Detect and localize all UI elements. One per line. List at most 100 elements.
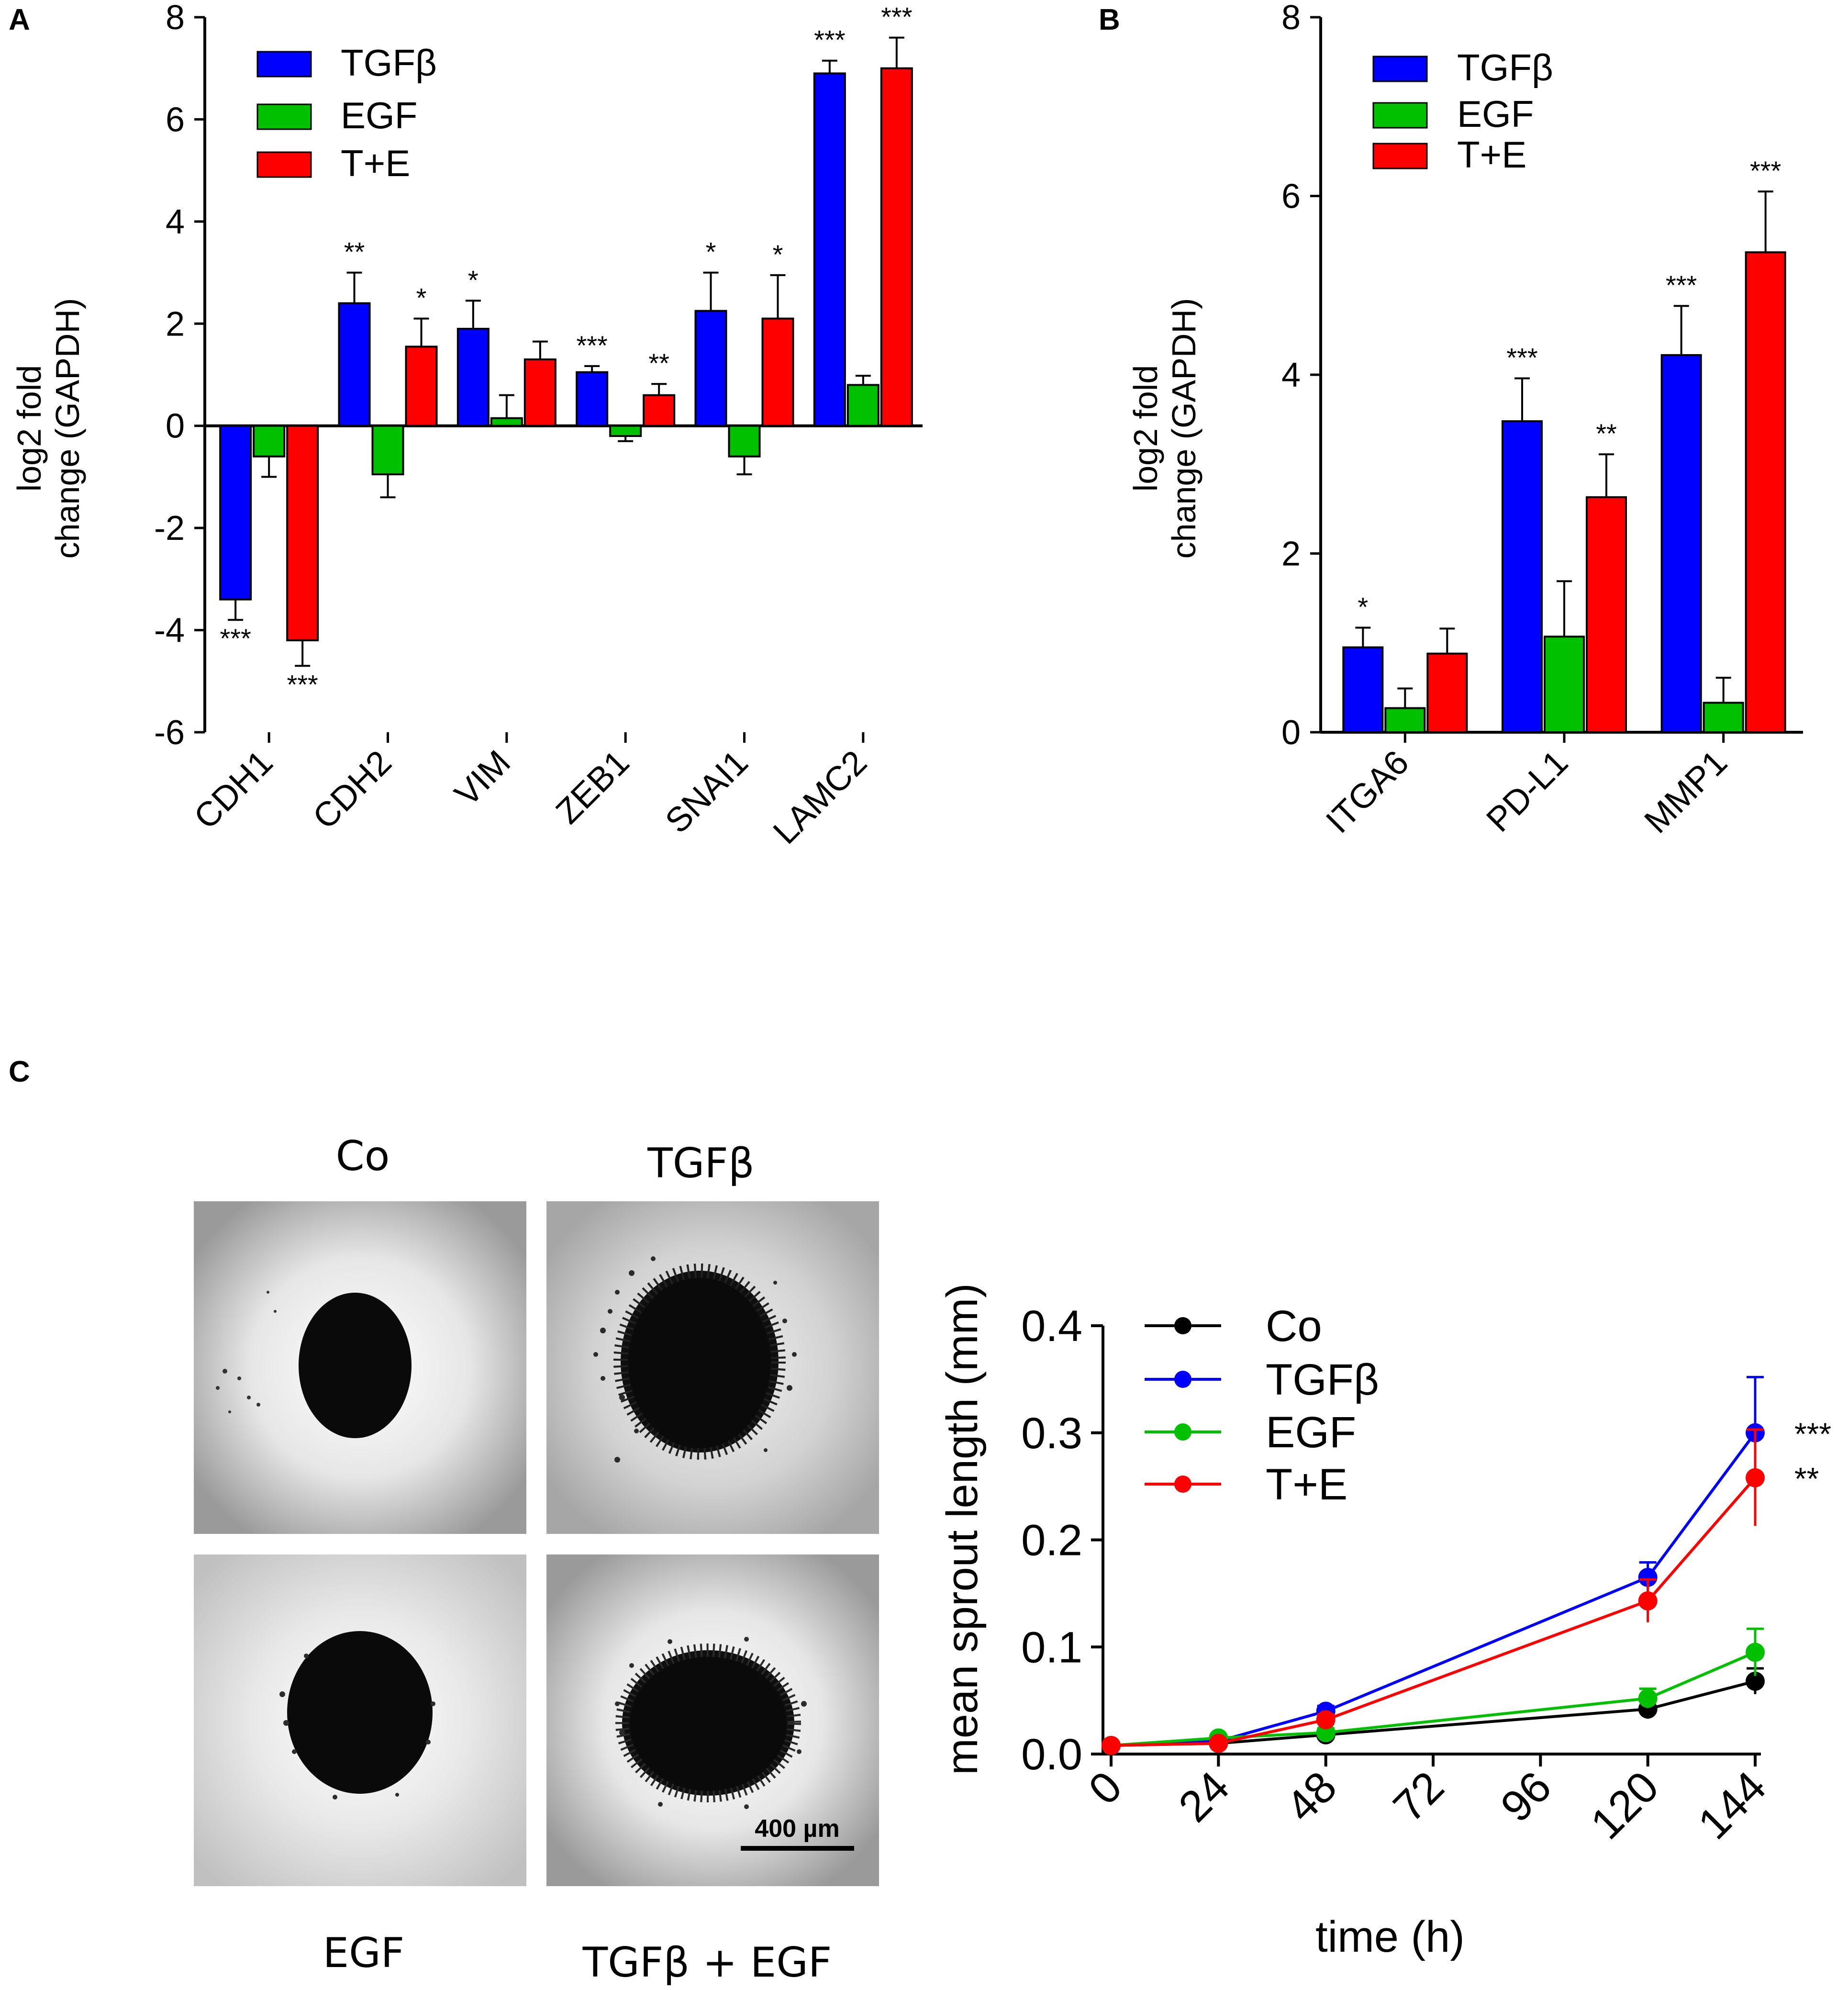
data-point-t-plus-e [1638,1591,1658,1611]
bar-cdh1-tgfb [219,425,252,601]
bar-snai1-egf [728,425,761,458]
legend-marker-te [1174,1476,1191,1493]
x-tick-label-cdh1: CDH1 [187,743,280,837]
significance-tgfb: *** [1794,1416,1831,1452]
panel-c-spheroid-images: Co TGFβ [194,1132,879,1987]
c-y-tick-label: 0.2 [1021,1516,1082,1565]
y-tick-label: 0 [166,407,185,446]
bar-pd-l1-egf [1544,636,1585,733]
significance-cdh2-tgfb: ** [344,237,365,267]
spheroid-image-tgfb-egf: 400 µm [546,1554,879,1886]
panel-b-letter: B [1099,3,1120,36]
c-x-tick-label: 72 [1384,1762,1453,1831]
c-y-tick-label: 0.3 [1021,1409,1082,1458]
c-x-tick-label: 96 [1492,1762,1560,1831]
panel-c-ylabel: mean sprout length (mm) [938,1283,987,1775]
bar-snai1-t-plus-e [761,317,794,427]
significance-snai1-t-plus-e: * [773,239,783,269]
legend-label-tgfb-c: TGFβ [1266,1355,1379,1404]
data-point-t-plus-e [1102,1736,1121,1755]
image-label-co: Co [336,1132,390,1180]
x-tick-label-vim: VIM [447,743,518,814]
legend-swatch-egf-b [1372,102,1428,129]
y-tick-label: -2 [154,509,185,548]
significance-pd-l1-t-plus-e: ** [1596,418,1617,448]
bar-lamc2-tgfb [813,72,846,427]
panel-b-ylabel-line1: log2 fold [1127,365,1164,492]
bar-lamc2-t-plus-e [880,67,913,427]
legend-label-egf-b: EGF [1457,93,1534,135]
significance-t-plus-e: ** [1794,1461,1819,1497]
c-x-tick-label: 24 [1169,1762,1238,1831]
data-point-egf [1746,1643,1765,1662]
data-point-t-plus-e [1316,1710,1336,1730]
bar-itga6-egf [1384,707,1426,734]
y-tick-label: 4 [1281,356,1301,394]
legend-label-egf: EGF [341,94,417,136]
spheroid-image-tgfb [546,1201,879,1534]
bar-cdh1-egf [253,425,286,458]
bar-zeb1-egf [609,425,642,437]
bar-vim-egf [490,417,523,427]
significance-lamc2-t-plus-e: *** [881,2,912,32]
panel-b-legend: TGFβ EGF T+E [1372,46,1553,176]
series-line-co [1111,1679,1756,1747]
legend-label-egf-c: EGF [1266,1408,1356,1457]
data-point-co [1746,1671,1765,1691]
legend-label-te-b: T+E [1457,134,1526,176]
legend-swatch-tgfb-b [1372,56,1428,82]
bar-zeb1-tgfb [576,371,609,427]
panel-c-line-chart: mean sprout length (mm) time (h) Co TGFβ… [938,1283,1831,1961]
legend-swatch-te-b [1372,143,1428,169]
data-point-egf [1638,1688,1658,1708]
significance-cdh1-tgfb: *** [220,623,251,653]
bar-vim-t-plus-e [523,358,557,427]
bar-mmp1-tgfb [1660,354,1702,733]
significance-zeb1-tgfb: *** [576,330,607,360]
data-point-tgfb [1638,1567,1658,1587]
spheroid-image-egf [194,1554,526,1886]
image-label-tgfb-egf: TGFβ + EGF [582,1939,832,1987]
legend-label-tgfb-b: TGFβ [1457,46,1553,89]
significance-mmp1-t-plus-e: *** [1750,156,1781,186]
significance-zeb1-t-plus-e: ** [648,348,669,378]
significance-lamc2-tgfb: *** [814,25,845,55]
x-tick-label-lamc2: LAMC2 [766,743,874,851]
significance-cdh1-t-plus-e: *** [287,669,318,699]
bar-cdh1-t-plus-e [286,425,319,641]
c-x-tick-label: 144 [1689,1762,1775,1849]
bar-pd-l1-tgfb [1502,420,1543,733]
bar-itga6-tgfb [1342,646,1384,734]
bar-itga6-t-plus-e [1426,652,1468,734]
spheroid-image-co [194,1201,526,1534]
image-label-tgfb: TGFβ [647,1140,755,1187]
panel-a-ylabel-line1: log2 fold [11,365,48,492]
bar-vim-tgfb [456,327,490,427]
legend-marker-tgfb [1174,1371,1191,1388]
bar-mmp1-t-plus-e [1745,251,1786,733]
bar-lamc2-egf [846,384,879,427]
legend-label-te-c: T+E [1266,1460,1347,1509]
data-point-t-plus-e [1746,1468,1765,1487]
legend-label-te: T+E [341,142,410,184]
scale-bar-label: 400 µm [755,1815,839,1843]
bar-snai1-tgfb [694,310,727,427]
y-tick-label: -6 [154,714,185,752]
x-tick-label-mmp1: MMP1 [1637,743,1735,841]
y-tick-label: 4 [166,203,185,241]
c-x-tick-label: 120 [1581,1762,1668,1849]
panel-c-legend: Co TGFβ EGF T+E [1145,1302,1379,1509]
y-tick-label: 2 [1281,535,1301,573]
panel-a-legend: TGFβ EGF T+E [256,42,437,184]
bar-mmp1-egf [1703,702,1744,734]
y-tick-label: 6 [166,101,185,139]
data-point-t-plus-e [1209,1733,1228,1753]
y-tick-label: 8 [1281,0,1301,37]
c-x-tick-label: 0 [1080,1762,1131,1814]
significance-vim-tgfb: * [468,265,479,295]
panel-a-letter: A [9,3,30,36]
significance-snai1-tgfb: * [706,237,716,267]
bar-pd-l1-t-plus-e [1586,496,1627,734]
y-tick-label: 6 [1281,178,1301,216]
